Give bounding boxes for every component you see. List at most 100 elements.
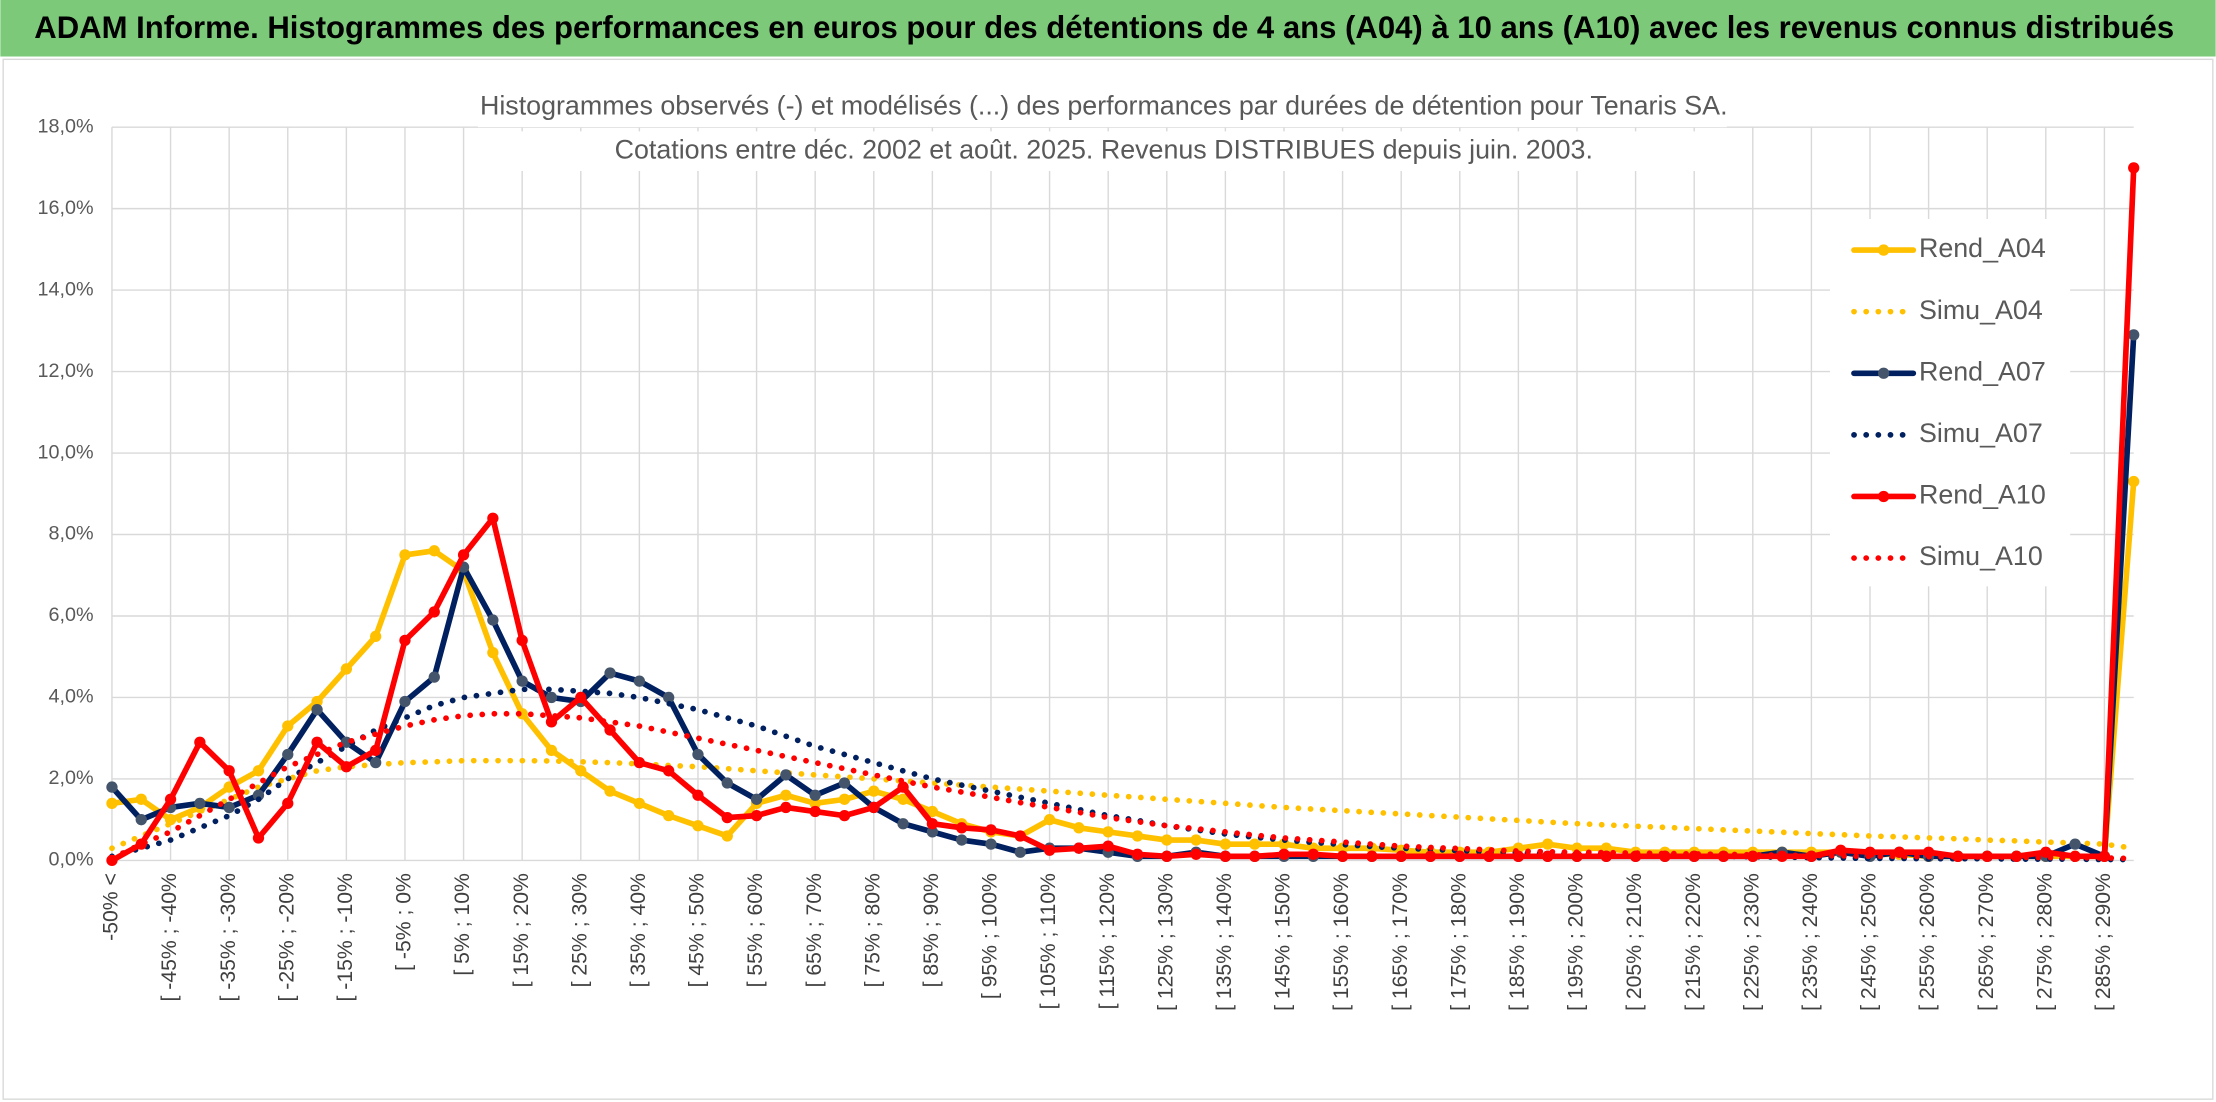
point [399, 634, 411, 647]
point [633, 756, 646, 769]
point [457, 549, 470, 561]
point [1014, 830, 1026, 842]
point [282, 720, 294, 732]
legend-label: Rend_A07 [1919, 356, 2046, 386]
point [721, 830, 733, 842]
point [1102, 840, 1114, 852]
x-tick-label: [ -35% ; -30% [217, 873, 240, 1002]
x-tick-label: -50% < [100, 873, 123, 941]
point [926, 826, 939, 838]
point [1307, 848, 1319, 860]
point [1542, 838, 1554, 850]
point [545, 716, 558, 728]
point [633, 675, 646, 687]
point [2128, 162, 2140, 174]
chart-title: Cotations entre déc. 2002 et août. 2025.… [615, 134, 1593, 164]
point [721, 811, 733, 824]
point [1483, 850, 1495, 862]
legend-box [1829, 218, 2071, 587]
point [956, 834, 968, 846]
x-tick-label: [ -25% ; -20% [275, 873, 298, 1002]
point [897, 781, 909, 793]
point [838, 777, 851, 789]
legend-label: Simu_A07 [1919, 418, 2043, 448]
point [692, 789, 704, 801]
x-tick-label: [ 175% ; 180% [1447, 873, 1470, 1011]
legend-marker [1877, 490, 1890, 503]
x-tick-label: [ 75% ; 80% [861, 873, 884, 987]
y-tick-label: 16,0% [38, 197, 94, 219]
y-tick-label: 14,0% [38, 278, 94, 300]
y-tick-label: 18,0% [38, 115, 94, 137]
point [487, 647, 499, 659]
x-tick-label: [ 15% ; 20% [510, 873, 533, 987]
point [721, 777, 733, 789]
point [2128, 329, 2140, 341]
point [1600, 842, 1612, 854]
point [663, 765, 675, 777]
point [838, 793, 851, 805]
y-tick-label: 2,0% [49, 767, 94, 789]
x-tick-label: [ 35% ; 40% [627, 873, 650, 987]
point [663, 809, 675, 822]
point [1219, 850, 1232, 862]
point [252, 765, 265, 777]
x-tick-label: [ -5% ; 0% [393, 873, 416, 971]
point [926, 818, 939, 830]
point [545, 691, 558, 704]
point [340, 761, 353, 773]
point [1073, 842, 1085, 854]
point [985, 838, 997, 850]
point [428, 545, 440, 557]
point [106, 797, 118, 810]
point [1131, 830, 1144, 842]
point [487, 614, 499, 626]
point [897, 793, 909, 805]
point [252, 832, 265, 844]
point [370, 744, 382, 757]
y-tick-label: 6,0% [49, 604, 94, 626]
point [2128, 475, 2140, 488]
point [1219, 838, 1232, 850]
x-tick-label: [ 155% ; 160% [1330, 873, 1353, 1011]
point [1952, 850, 1964, 862]
y-tick-label: 4,0% [49, 686, 94, 708]
point [1454, 850, 1466, 862]
point [223, 765, 235, 777]
point [604, 724, 616, 736]
header: ADAM Informe. Histogrammes des performan… [34, 10, 2174, 45]
point [956, 822, 968, 834]
x-tick-label: [ 25% ; 30% [568, 873, 591, 987]
x-tick-label: [ -45% ; -40% [158, 873, 181, 1002]
point [1366, 850, 1378, 862]
point [135, 814, 147, 826]
point [487, 512, 499, 524]
point [1249, 838, 1261, 850]
title-backing [477, 87, 1727, 128]
point [604, 785, 616, 797]
point [780, 789, 792, 801]
point [545, 744, 558, 757]
x-tick-label: [ 235% ; 240% [1799, 873, 1822, 1011]
point [838, 809, 851, 822]
x-tick-label: [ 185% ; 190% [1506, 873, 1529, 1011]
point [868, 785, 880, 797]
point [194, 797, 206, 810]
point [1747, 850, 1759, 862]
x-tick-label: [ 125% ; 130% [1154, 873, 1177, 1011]
point [692, 820, 704, 832]
legend-marker [1877, 244, 1890, 256]
point [985, 824, 997, 836]
y-tick-label: 12,0% [38, 360, 94, 382]
point [340, 663, 353, 675]
point [399, 695, 411, 708]
point [926, 805, 939, 818]
point [1336, 850, 1349, 862]
legend-label: Rend_A04 [1919, 233, 2046, 263]
point [1395, 850, 1407, 862]
point [428, 671, 440, 683]
point [633, 797, 646, 810]
point [223, 781, 235, 793]
y-tick-label: 10,0% [38, 441, 94, 463]
title-backing [477, 131, 1727, 171]
